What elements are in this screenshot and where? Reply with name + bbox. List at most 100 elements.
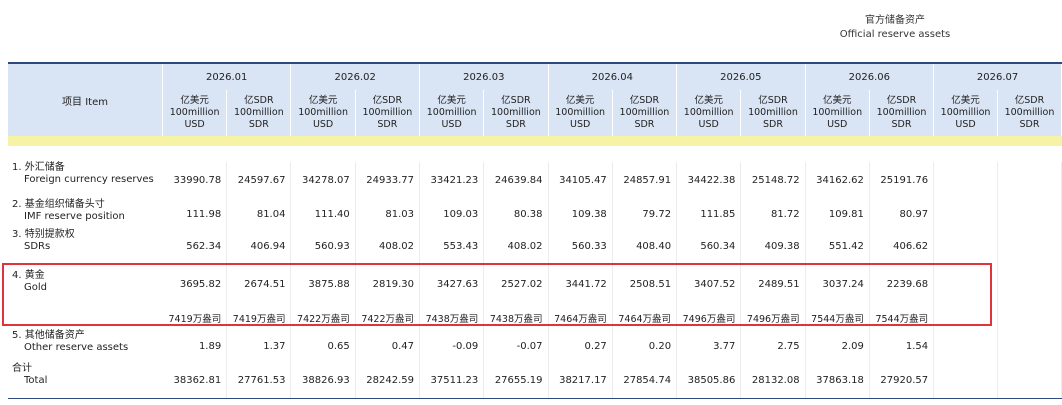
row-label-en: SDRs (24, 241, 51, 252)
unit-label-line: 亿SDR (886, 95, 917, 106)
value-cell: 24857.91 (612, 162, 678, 199)
value-cell: 28132.08 (740, 363, 806, 399)
value-cell (997, 264, 1062, 305)
row-label: 3. 特别提款权 SDRs (8, 229, 163, 264)
value-cell: 109.81 (805, 199, 870, 229)
unit-label-line: SDR (762, 119, 783, 130)
value-cell: 25148.72 (740, 162, 806, 199)
unit-label-line: 亿美元 (565, 95, 595, 106)
value-cell: 408.40 (612, 229, 678, 264)
value-cell: 38505.86 (676, 363, 742, 399)
row-gold: 4. 黄金 Gold 3695.82 2674.51 3875.88 2819.30 342… (8, 264, 1062, 305)
row-total: 合计 Total 38362.81 27761.53 38826.93 28242.59 3… (8, 363, 1062, 399)
row-label-zh: 5. 其他储备资产 (12, 330, 85, 341)
row-label-zh: 1. 外汇储备 (12, 162, 65, 173)
unit-label-line: USD (570, 119, 591, 130)
period-header: 2026.03 (419, 62, 549, 90)
value-cell: 0.65 (290, 330, 356, 363)
unit-label-line: 100million (1004, 107, 1055, 118)
unit-label-line: 亿美元 (308, 95, 338, 106)
value-cell (997, 305, 1062, 330)
value-cell: 109.38 (548, 199, 613, 229)
value-cell: 80.97 (869, 199, 935, 229)
unit-sdr-header: 亿SDR 100million SDR (612, 90, 678, 136)
period-header: 2026.06 (805, 62, 935, 90)
value-cell: 7496万盎司 (740, 305, 806, 330)
value-cell: 27761.53 (226, 363, 292, 399)
value-cell: 7544万盎司 (805, 305, 870, 330)
value-cell: 2819.30 (355, 264, 421, 305)
value-cell: 560.33 (548, 229, 613, 264)
unit-label-line: 100million (298, 107, 348, 118)
value-cell (997, 363, 1062, 399)
unit-usd-header: 亿美元 100million USD (290, 90, 356, 136)
row-label: 合计 Total (8, 363, 163, 399)
unit-label-line: 亿美元 (694, 95, 723, 106)
value-cell: 2239.68 (869, 264, 935, 305)
value-cell: 25191.76 (869, 162, 935, 199)
unit-label-line: SDR (1019, 119, 1040, 130)
value-cell: 34422.38 (676, 162, 742, 199)
value-cell: 80.38 (483, 199, 549, 229)
value-cell: 551.42 (805, 229, 870, 264)
row-label-en: IMF reserve position (24, 211, 125, 222)
unit-label-line: 亿美元 (437, 95, 466, 106)
value-cell: 7496万盎司 (676, 305, 742, 330)
row-label-zh: 2. 基金组织储备头寸 (12, 199, 105, 210)
value-cell: 24597.67 (226, 162, 292, 199)
period-header: 2026.02 (290, 62, 420, 90)
unit-label-line: 亿SDR (372, 95, 403, 106)
unit-label-line: 100million (426, 107, 477, 118)
value-cell: 38217.17 (548, 363, 613, 399)
row-label-en: Gold (24, 282, 47, 293)
unit-label-line: 100million (812, 107, 863, 118)
value-cell: 81.72 (740, 199, 806, 229)
period-header: 2026.01 (162, 62, 292, 90)
value-cell: 3441.72 (548, 264, 613, 305)
value-cell: 409.38 (740, 229, 806, 264)
unit-usd-header: 亿美元 100million USD (805, 90, 870, 136)
value-cell: 2489.51 (740, 264, 806, 305)
unit-label-line: SDR (634, 119, 655, 130)
value-cell (997, 229, 1062, 264)
value-cell: 7464万盎司 (612, 305, 678, 330)
unit-label-line: 100million (169, 107, 220, 118)
value-cell: 3037.24 (805, 264, 870, 305)
unit-label-line: USD (184, 119, 205, 130)
value-cell: 560.34 (676, 229, 742, 264)
unit-label-line: 亿美元 (180, 95, 209, 106)
value-cell: 0.27 (548, 330, 613, 363)
unit-label-line: 亿美元 (951, 95, 980, 106)
unit-label-line: SDR (891, 119, 912, 130)
row-label: 2. 基金组织储备头寸 IMF reserve position (8, 199, 163, 229)
report-title-en: Official reserve assets (839, 29, 951, 40)
value-cell: 34105.47 (548, 162, 613, 199)
unit-label-line: 100million (876, 107, 927, 118)
value-cell: 562.34 (162, 229, 228, 264)
row-label: 4. 黄金 Gold (8, 264, 163, 305)
row-label-zh: 3. 特别提款权 (12, 229, 75, 240)
unit-label-line: 亿美元 (822, 95, 852, 106)
row-label-en: Other reserve assets (24, 342, 129, 353)
value-cell: 0.47 (355, 330, 421, 363)
value-cell: 79.72 (612, 199, 678, 229)
header-stripe (8, 136, 1062, 146)
value-cell: 408.02 (355, 229, 421, 264)
unit-usd-header: 亿美元 100million USD (548, 90, 613, 136)
row-imf-position: 2. 基金组织储备头寸 IMF reserve position 111.98 81.… (8, 199, 1062, 229)
value-cell (933, 305, 998, 330)
value-cell: 109.03 (419, 199, 485, 229)
value-cell (933, 264, 998, 305)
value-cell: 2527.02 (483, 264, 549, 305)
value-cell: 406.62 (869, 229, 935, 264)
row-label: 5. 其他储备资产 Other reserve assets (8, 330, 163, 363)
unit-sdr-header: 亿SDR 100million SDR (355, 90, 421, 136)
value-cell: 7464万盎司 (548, 305, 613, 330)
unit-label-line: 亿SDR (244, 95, 274, 106)
value-cell: 1.89 (162, 330, 228, 363)
unit-label-line: 亿SDR (1014, 95, 1045, 106)
value-cell: 111.85 (676, 199, 742, 229)
spacer-row (8, 146, 1062, 162)
value-cell: 81.04 (226, 199, 292, 229)
unit-label-line: 100million (940, 107, 991, 118)
